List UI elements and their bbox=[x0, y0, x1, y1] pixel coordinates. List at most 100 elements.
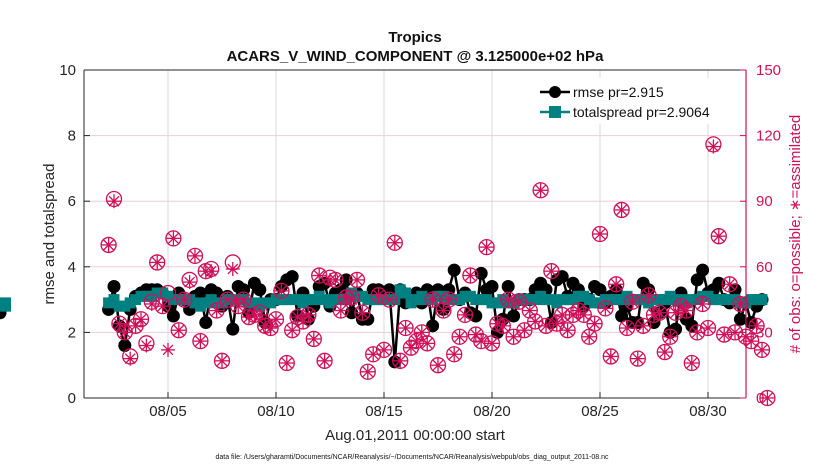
obs-assimilated-point bbox=[236, 292, 251, 307]
asterisk-stroke bbox=[616, 204, 628, 216]
obs-assimilated-point bbox=[296, 314, 310, 329]
obs-possible-point bbox=[494, 317, 511, 334]
obs-possible-point bbox=[381, 291, 398, 308]
asterisk-stroke bbox=[227, 263, 239, 275]
asterisk-stroke bbox=[632, 353, 644, 365]
rmse-point bbox=[226, 322, 240, 336]
y-tick-label-right: 60 bbox=[756, 259, 773, 276]
y-axis-right-label: # of obs: o=possible; ∗=assimilated bbox=[787, 115, 804, 354]
asterisk-stroke bbox=[427, 294, 439, 306]
obs-assimilated-point bbox=[485, 336, 499, 351]
x-axis-label: Aug.01,2011 00:00:00 start bbox=[325, 427, 506, 444]
obs-possible-point bbox=[359, 363, 376, 380]
obs-possible-point bbox=[462, 267, 479, 284]
asterisk-stroke bbox=[459, 309, 471, 321]
obs-possible-point bbox=[672, 298, 690, 315]
asterisk-stroke bbox=[373, 289, 385, 301]
obs-possible-point bbox=[273, 282, 290, 300]
obs-assimilated-point bbox=[652, 305, 667, 320]
asterisk-stroke bbox=[637, 320, 649, 332]
asterisk-stroke bbox=[308, 333, 320, 345]
obs-possible-point bbox=[591, 225, 609, 243]
asterisk-stroke bbox=[221, 294, 233, 306]
obs-assimilated-point bbox=[231, 299, 246, 314]
obs-assimilated-point bbox=[263, 321, 278, 336]
asterisk-stroke bbox=[599, 302, 611, 314]
asterisk-stroke bbox=[167, 232, 179, 244]
obs-possible-point bbox=[694, 295, 711, 313]
asterisk-stroke bbox=[610, 278, 622, 290]
obs-assimilated-point bbox=[117, 325, 132, 340]
obs-possible-point bbox=[165, 230, 182, 247]
obs-assimilated-point bbox=[447, 347, 462, 362]
asterisk-stroke bbox=[421, 337, 433, 349]
obs-possible-point bbox=[597, 300, 614, 317]
obs-assimilated-point bbox=[431, 358, 445, 373]
series-layer bbox=[0, 136, 776, 407]
obs-possible-point bbox=[392, 352, 409, 369]
obs-assimilated-point bbox=[360, 364, 375, 379]
obs-assimilated-point bbox=[123, 351, 138, 366]
obs-possible-point bbox=[316, 352, 333, 369]
obs-possible-point bbox=[440, 291, 457, 308]
obs-possible-point bbox=[635, 317, 652, 334]
asterisk-stroke bbox=[724, 278, 736, 290]
obs-possible-point bbox=[192, 332, 209, 350]
obs-possible-point bbox=[662, 328, 679, 345]
obs-assimilated-point bbox=[285, 323, 300, 338]
obs-assimilated-point bbox=[501, 292, 516, 307]
chart-subtitle: ACARS_V_WIND_COMPONENT @ 3.125000e+02 hP… bbox=[227, 48, 605, 65]
obs-possible-point bbox=[456, 306, 474, 324]
obs-possible-point bbox=[186, 247, 204, 265]
asterisk-stroke bbox=[135, 313, 147, 325]
obs-possible-point bbox=[699, 319, 717, 337]
y-tick-label-right: 0 bbox=[756, 390, 764, 407]
obs-possible-point bbox=[311, 267, 328, 284]
obs-assimilated-point bbox=[576, 307, 591, 322]
rmse-point bbox=[193, 286, 207, 300]
obs-possible-point bbox=[683, 354, 700, 372]
obs-assimilated-point bbox=[463, 268, 478, 283]
asterisk-stroke bbox=[756, 344, 768, 356]
obs-assimilated-point bbox=[209, 303, 224, 318]
totalspread-point bbox=[0, 300, 11, 312]
obs-possible-point bbox=[710, 228, 727, 245]
y-tick-label-right: 30 bbox=[756, 324, 773, 341]
axes: 0 2 4 6 8 10 0 30 60 90 120 150 08/05 08/10 08/15 08/20… bbox=[59, 62, 781, 420]
rmse-point bbox=[733, 312, 747, 326]
asterisk-stroke bbox=[648, 309, 660, 321]
chart-title: Tropics bbox=[388, 29, 441, 46]
rmse-point bbox=[166, 309, 180, 323]
rmse-point bbox=[361, 312, 375, 326]
asterisk-stroke bbox=[275, 285, 287, 297]
x-tick-label: 08/05 bbox=[149, 403, 187, 420]
obs-possible-point bbox=[262, 319, 279, 337]
legend-totalspread-marker bbox=[549, 106, 561, 118]
obs-assimilated-point bbox=[695, 296, 710, 311]
obs-assimilated-point bbox=[479, 240, 494, 255]
obs-assimilated-point bbox=[701, 321, 715, 336]
obs-possible-point bbox=[300, 306, 317, 324]
asterisk-stroke bbox=[470, 329, 482, 340]
asterisk-stroke bbox=[761, 392, 773, 404]
obs-possible-point bbox=[370, 287, 387, 304]
obs-assimilated-point bbox=[258, 318, 273, 333]
asterisk-stroke bbox=[383, 294, 395, 306]
asterisk-stroke bbox=[113, 318, 125, 330]
obs-assimilated-point bbox=[609, 277, 624, 292]
obs-possible-point bbox=[483, 335, 501, 352]
obs-assimilated-point bbox=[182, 275, 197, 290]
obs-assimilated-point bbox=[436, 303, 451, 318]
obs-assimilated-point bbox=[620, 321, 634, 336]
obs-assimilated-point bbox=[711, 229, 726, 244]
totalspread-point bbox=[756, 294, 768, 306]
rmse-point bbox=[253, 283, 267, 297]
y-tick-label-left: 0 bbox=[68, 390, 76, 407]
obs-possible-point bbox=[543, 263, 560, 280]
obs-assimilated-point bbox=[549, 316, 564, 331]
obs-assimilated-point bbox=[647, 307, 661, 322]
obs-assimilated-point bbox=[495, 318, 510, 333]
asterisk-stroke bbox=[464, 270, 476, 281]
asterisk-stroke bbox=[518, 324, 530, 336]
asterisk-stroke bbox=[556, 309, 568, 321]
